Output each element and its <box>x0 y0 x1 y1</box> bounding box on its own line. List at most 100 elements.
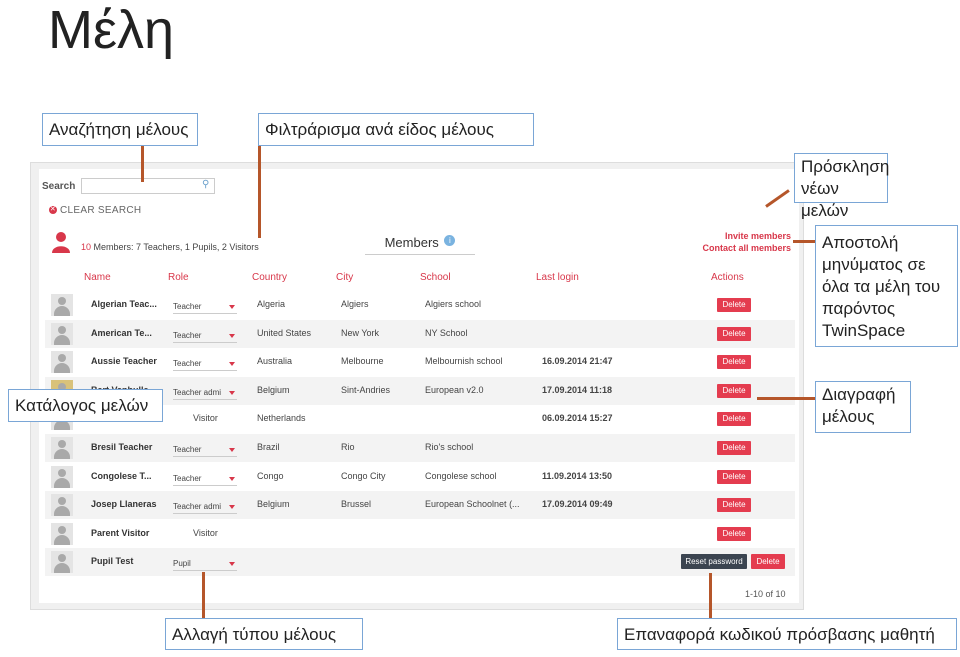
delete-button[interactable]: Delete <box>717 526 751 541</box>
contact-all-members-link[interactable]: Contact all members <box>702 243 791 253</box>
delete-button[interactable]: Delete <box>717 355 751 370</box>
role-select[interactable]: Teacher <box>173 330 237 343</box>
role-select[interactable]: Teacher <box>173 444 237 457</box>
column-header-actions: Actions <box>711 272 744 283</box>
info-icon[interactable]: i <box>444 235 456 246</box>
column-header-last-login[interactable]: Last login <box>536 272 579 283</box>
member-name[interactable]: Aussie Teacher <box>91 356 157 367</box>
column-header-school[interactable]: School <box>420 272 451 283</box>
member-breakdown: Members: 7 Teachers, 1 Pupils, 2 Visitor… <box>93 242 259 252</box>
table-row: Congolese T... Teacher Congo Congo City Cong… <box>45 463 795 491</box>
role-select-value: Pupil <box>173 559 191 569</box>
member-city: New York <box>341 327 380 338</box>
members-panel: Search ⚲ ✕ CLEAR SEARCH 10 Members: 7 Tea… <box>39 169 799 603</box>
chevron-down-icon <box>229 305 235 309</box>
avatar[interactable] <box>51 465 73 488</box>
callout-invite-new: Πρόσκληση νέων μελών <box>794 153 889 220</box>
member-city: Congo City <box>341 470 386 481</box>
chevron-down-icon <box>229 333 235 338</box>
callout-member-list: Κατάλογος μελών <box>8 389 163 422</box>
member-name[interactable]: Algerian Teac... <box>91 299 157 309</box>
member-country: Netherlands <box>257 413 306 424</box>
member-country: Belgium <box>257 499 290 510</box>
member-school: European Schoolnet (... <box>425 499 520 510</box>
avatar[interactable] <box>51 294 73 316</box>
avatar[interactable] <box>51 322 73 345</box>
role-select-value: Teacher admi <box>173 387 222 397</box>
member-school: Congolese school <box>425 470 497 481</box>
callout-reset-password: Επαναφορά κωδικού πρόσβασης μαθητή <box>617 618 957 650</box>
column-header-name[interactable]: Name <box>84 272 111 283</box>
role-select-value: Teacher <box>173 445 202 454</box>
avatar[interactable] <box>51 351 73 374</box>
member-country: Congo <box>257 470 284 481</box>
member-last-login: 06.09.2014 15:27 <box>542 413 613 424</box>
role-select[interactable]: Teacher <box>173 358 237 372</box>
delete-button[interactable]: Delete <box>717 469 751 484</box>
member-last-login: 11.09.2014 13:50 <box>542 470 613 481</box>
role-select[interactable]: Teacher <box>173 301 237 314</box>
delete-button[interactable]: Delete <box>751 554 785 570</box>
delete-button[interactable]: Delete <box>717 498 751 513</box>
delete-button[interactable]: Delete <box>717 412 751 427</box>
delete-button[interactable]: Delete <box>717 383 751 398</box>
column-header-role[interactable]: Role <box>168 272 189 283</box>
chevron-down-icon <box>229 562 235 567</box>
role-select[interactable]: Teacher admi <box>173 387 237 400</box>
member-name[interactable]: Josep Llaneras <box>91 499 157 510</box>
members-heading: Members i <box>365 235 475 255</box>
delete-button[interactable]: Delete <box>717 326 751 341</box>
search-input[interactable]: ⚲ <box>81 178 215 194</box>
member-count: 10 <box>81 242 92 252</box>
callout-search-member: Αναζήτηση μέλους <box>42 113 198 146</box>
clear-search-link[interactable]: ✕ CLEAR SEARCH <box>49 205 141 216</box>
member-school: Algiers school <box>425 299 482 309</box>
member-name[interactable]: Congolese T... <box>91 470 152 481</box>
search-icon[interactable]: ⚲ <box>202 179 210 190</box>
connector-search <box>141 146 144 182</box>
member-country: Brazil <box>257 442 280 452</box>
chevron-down-icon <box>229 476 235 481</box>
member-name[interactable]: American Te... <box>91 327 152 338</box>
callout-filter-by-type: Φιλτράρισμα ανά είδος μέλους <box>258 113 534 146</box>
avatar[interactable] <box>51 522 73 545</box>
connector-role <box>202 572 205 618</box>
member-role: Visitor <box>193 527 218 538</box>
table-row: Algerian Teac... Teacher Algeria Algiers Alg… <box>45 291 795 319</box>
members-heading-label: Members <box>384 235 439 250</box>
invite-members-link[interactable]: Invite members <box>724 231 791 241</box>
column-header-city[interactable]: City <box>336 272 354 283</box>
column-header-country[interactable]: Country <box>252 272 288 283</box>
role-select[interactable]: Teacher admi <box>173 501 237 515</box>
avatar[interactable] <box>51 551 73 574</box>
member-school: Melbournish school <box>425 356 503 367</box>
chevron-down-icon <box>229 505 235 510</box>
member-city: Melbourne <box>341 356 384 367</box>
role-select[interactable]: Pupil <box>173 558 237 572</box>
role-select-value: Teacher <box>173 330 202 340</box>
table-row: Bresil Teacher Teacher Brazil Rio Rio's scho… <box>45 434 795 462</box>
avatar[interactable] <box>51 494 73 517</box>
delete-button[interactable]: Delete <box>717 441 751 455</box>
chevron-down-icon <box>229 362 235 367</box>
reset-password-button[interactable]: Reset password <box>681 554 747 570</box>
member-school: Rio's school <box>425 442 474 452</box>
member-school: European v2.0 <box>425 384 484 395</box>
role-select[interactable]: Teacher <box>173 473 237 486</box>
table-row: Parent Visitor Visitor Delete <box>45 520 795 548</box>
member-country: Australia <box>257 356 293 367</box>
user-icon <box>52 232 70 253</box>
delete-button[interactable]: Delete <box>717 298 751 312</box>
table-row: Aussie Teacher Teacher Australia Melbourne M… <box>45 348 795 376</box>
avatar[interactable] <box>51 437 73 459</box>
member-name[interactable]: Pupil Test <box>91 556 134 567</box>
role-select-value: Teacher <box>173 359 202 369</box>
member-country: United States <box>257 327 312 338</box>
member-last-login: 17.09.2014 11:18 <box>542 384 613 395</box>
member-name[interactable]: Bresil Teacher <box>91 442 153 452</box>
callout-delete-member: Διαγραφή μέλους <box>815 381 911 433</box>
role-select-value: Teacher <box>173 302 202 311</box>
member-name[interactable]: Parent Visitor <box>91 527 150 538</box>
member-city: Brussel <box>341 499 372 510</box>
pagination: 1-10 of 10 <box>745 589 786 599</box>
